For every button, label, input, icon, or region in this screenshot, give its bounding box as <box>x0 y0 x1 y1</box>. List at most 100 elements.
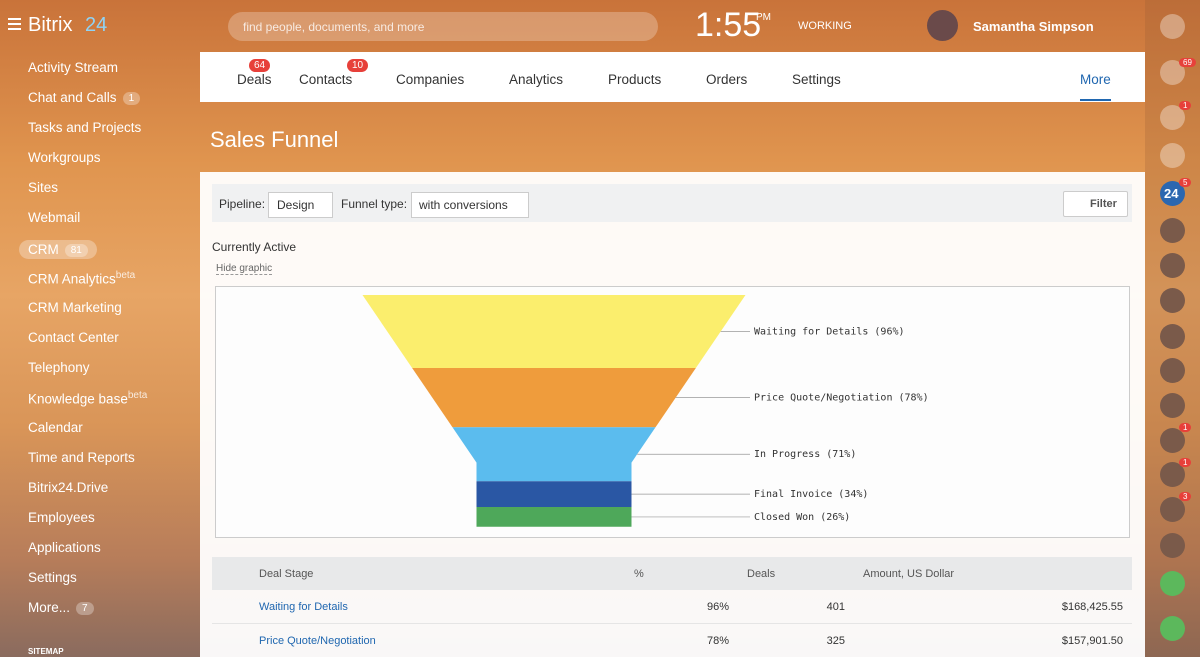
deals-table: Deal Stage% Deals Amount, US Dollar Waiting… <box>212 557 1132 657</box>
funnel-segment <box>476 507 632 527</box>
tab[interactable]: Products <box>608 72 662 87</box>
table-cell: $168,425.55 <box>1061 601 1123 613</box>
nav-item[interactable]: CRM 81 <box>19 240 97 259</box>
nav-item[interactable]: Workgroups <box>28 150 101 165</box>
funnel-type-select[interactable]: with conversions <box>411 192 529 218</box>
nav-item[interactable]: Chat and Calls 1 <box>28 90 141 105</box>
funnel-type-label: Funnel type: <box>341 197 408 211</box>
nav-badge: 7 <box>76 601 94 615</box>
rail-icon[interactable] <box>1160 218 1185 243</box>
rail-icon[interactable] <box>1160 14 1185 39</box>
stage-link[interactable]: Waiting for Details <box>259 601 348 613</box>
nav-badge: 81 <box>64 243 88 257</box>
nav-item[interactable]: Telephony <box>28 360 90 375</box>
sitemap-link[interactable]: SITEMAP <box>28 647 64 656</box>
nav-label: Bitrix24.Drive <box>28 480 109 495</box>
search-box[interactable]: find people, documents, and more <box>228 12 658 41</box>
nav-label: More... <box>28 600 71 615</box>
nav-label: Tasks and Projects <box>28 120 142 135</box>
nav-item[interactable]: Knowledge basebeta <box>28 390 147 407</box>
nav-item[interactable]: Webmail <box>28 210 80 225</box>
rail-icon[interactable] <box>1160 616 1185 641</box>
filter-button[interactable]: Filter <box>1063 191 1128 217</box>
nav-sup: beta <box>115 270 136 281</box>
search-placeholder: find people, documents, and more <box>243 20 425 34</box>
nav-label: Time and Reports <box>28 450 135 465</box>
tab[interactable]: Settings <box>792 72 841 87</box>
nav-label: CRM Analytics <box>28 271 116 287</box>
rail-badge: 5 <box>1179 178 1192 187</box>
section-title: Currently Active <box>212 240 297 254</box>
table-cell: 96% <box>706 601 729 613</box>
rail-badge: 3 <box>1179 492 1192 501</box>
nav-label: Telephony <box>28 360 90 375</box>
rail-icon[interactable] <box>1160 143 1185 168</box>
nav-item[interactable]: Activity Stream <box>28 60 118 75</box>
nav-item[interactable]: Contact Center <box>28 330 119 345</box>
funnel-segment <box>362 295 746 368</box>
tab[interactable]: Analytics <box>509 72 564 87</box>
tab-badge: 64 <box>249 59 271 72</box>
tab[interactable]: Orders <box>706 72 748 87</box>
table-cell: 78% <box>706 635 729 647</box>
rail-icon[interactable] <box>1160 324 1185 349</box>
nav-label: Sites <box>28 180 59 195</box>
rail-icon[interactable] <box>1160 288 1185 313</box>
nav-label: Workgroups <box>28 150 101 165</box>
top-bar: Bitrix 24 find people, documents, and mo… <box>0 0 1200 52</box>
tab[interactable]: Companies <box>396 72 465 87</box>
more-tab[interactable]: More <box>1080 72 1111 101</box>
rail-icon[interactable] <box>1160 533 1185 558</box>
nav-item[interactable]: Bitrix24.Drive <box>28 480 108 495</box>
nav-item[interactable]: More... 7 <box>28 600 94 615</box>
rail-b24: 24 <box>1164 186 1179 201</box>
funnel-label: Price Quote/Negotiation (78%) <box>754 393 929 404</box>
nav-item[interactable]: Settings <box>28 570 77 585</box>
nav-item[interactable]: CRM Marketing <box>28 300 122 315</box>
nav-label: Knowledge base <box>28 391 128 407</box>
menu-icon[interactable] <box>8 18 21 20</box>
nav-sup: beta <box>127 390 148 401</box>
logo: Bitrix <box>28 14 73 36</box>
stage-link[interactable]: Price Quote/Negotiation <box>259 635 376 647</box>
rail-icon[interactable] <box>1160 393 1185 418</box>
nav-item[interactable]: Applications <box>28 540 101 555</box>
table-cell: 325 <box>826 635 845 647</box>
rail-icon[interactable] <box>1160 253 1185 278</box>
rail-icon[interactable] <box>1160 358 1185 383</box>
table-header <box>212 557 1132 590</box>
rail-icon[interactable] <box>1160 428 1185 453</box>
nav-item[interactable]: Time and Reports <box>28 450 135 465</box>
table-cell: $157,901.50 <box>1061 635 1123 647</box>
nav-label: Activity Stream <box>28 60 119 75</box>
work-status[interactable]: WORKING <box>798 20 852 32</box>
rail-icon[interactable] <box>1160 497 1185 522</box>
rail-badge: 1 <box>1179 423 1192 432</box>
avatar[interactable] <box>927 10 958 41</box>
tab[interactable]: Deals <box>237 72 272 87</box>
nav-item[interactable]: Calendar <box>28 420 83 435</box>
column-header: Amount, US Dollar <box>863 568 955 580</box>
column-header: % <box>634 568 644 580</box>
column-header: Deals <box>747 568 776 580</box>
nav-item[interactable]: CRM Analyticsbeta <box>28 270 135 287</box>
page-title: Sales Funnel <box>210 127 339 152</box>
nav-item[interactable]: Sites <box>28 180 58 195</box>
nav-item[interactable]: Employees <box>28 510 95 525</box>
nav-item[interactable]: Tasks and Projects <box>28 120 141 135</box>
hide-graphic-link[interactable]: Hide graphic <box>216 263 273 275</box>
rail-icon[interactable] <box>1160 571 1185 596</box>
tab[interactable]: Contacts <box>299 72 353 87</box>
pipeline-select[interactable]: Design <box>268 192 334 218</box>
clock-ampm: PM <box>756 12 771 23</box>
logo-number: 24 <box>85 14 108 36</box>
funnel-segment <box>412 367 696 428</box>
funnel-chart: Waiting for Details (96%) Price Quote/Neg… <box>215 286 1130 538</box>
nav-badge: 1 <box>122 91 141 105</box>
funnel-segment <box>452 427 656 482</box>
user-name[interactable]: Samantha Simpson <box>973 19 1094 34</box>
nav-label: Webmail <box>28 210 81 225</box>
rail-badge: 1 <box>1179 101 1192 110</box>
table-cell: 401 <box>826 601 845 613</box>
table-row <box>212 590 1132 624</box>
